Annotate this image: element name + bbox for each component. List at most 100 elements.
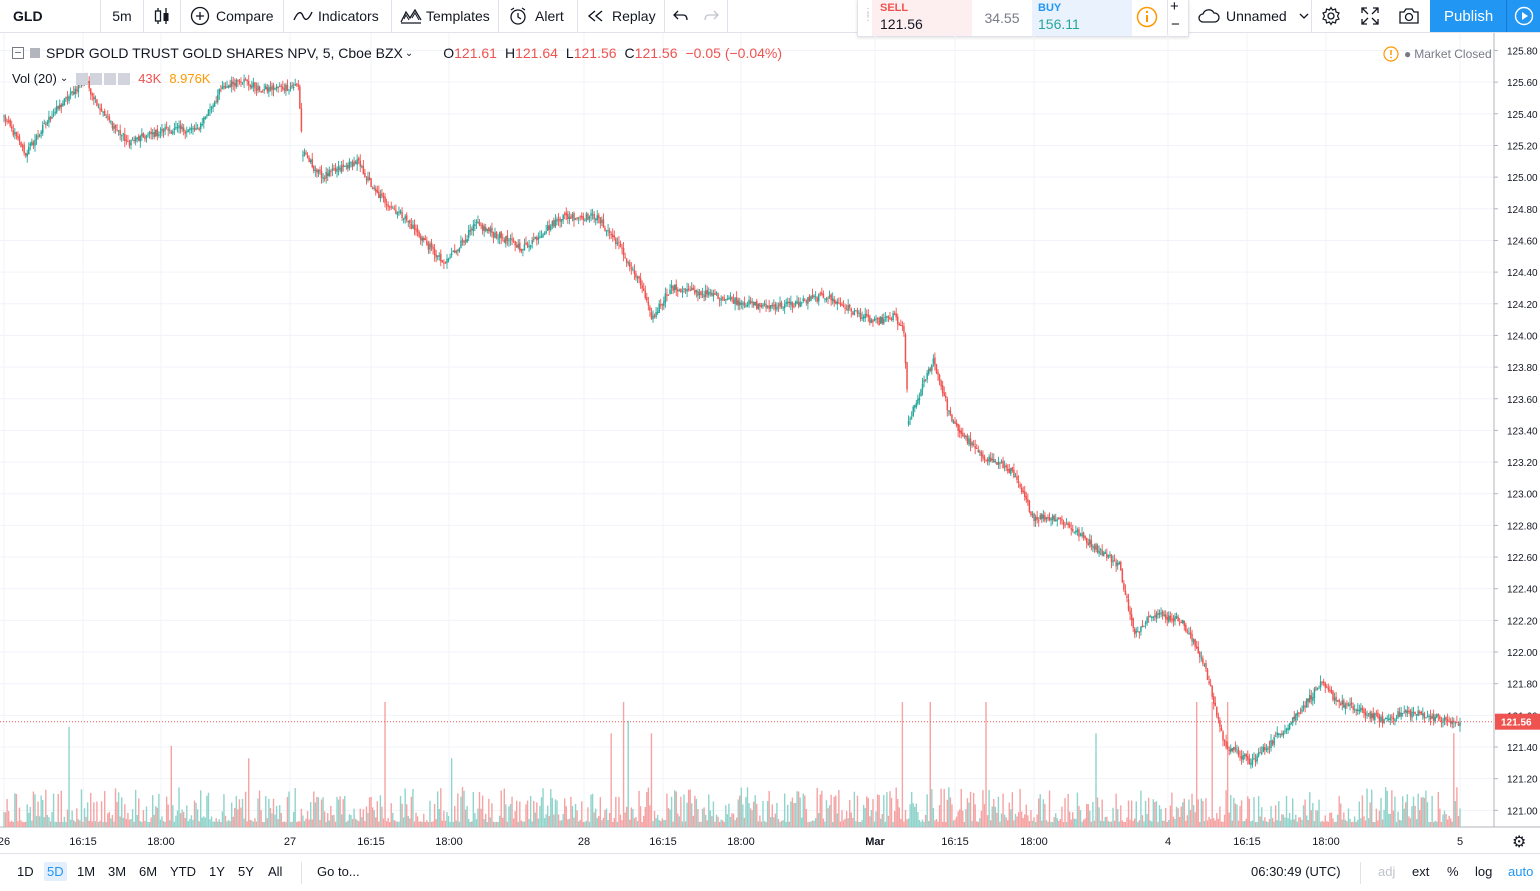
layout-name-button[interactable]: Unnamed xyxy=(1193,0,1315,32)
symbol-logo-icon xyxy=(30,48,40,58)
compare-button[interactable]: Compare xyxy=(181,0,290,32)
volume-bar xyxy=(258,790,261,827)
candle-body xyxy=(618,242,620,244)
volume-bar xyxy=(85,816,87,827)
plus-icon[interactable]: + xyxy=(1170,0,1179,15)
chart-canvas[interactable]: 125.80125.60125.40125.20125.00124.80124.… xyxy=(0,33,1540,853)
volume-bar xyxy=(248,758,250,827)
range-1d[interactable]: 1D xyxy=(17,864,34,879)
log-toggle[interactable]: log xyxy=(1475,864,1493,879)
candle-body xyxy=(1453,720,1455,723)
volume-bar xyxy=(492,821,495,827)
volume-bar xyxy=(571,806,574,827)
undo-button[interactable] xyxy=(665,0,697,32)
candle-body xyxy=(740,302,743,305)
eye-icon[interactable] xyxy=(76,72,89,85)
candle-body xyxy=(38,134,41,137)
candle-body xyxy=(1061,518,1063,521)
volume-label[interactable]: Vol (20) xyxy=(12,71,57,86)
minus-icon[interactable]: − xyxy=(1171,16,1180,33)
candle-body xyxy=(1160,612,1162,614)
settings-button[interactable] xyxy=(1312,0,1350,32)
adj-toggle[interactable]: adj xyxy=(1378,864,1396,879)
clock[interactable]: 06:30:49 (UTC) xyxy=(1251,864,1341,879)
candle-body xyxy=(243,79,245,83)
fullscreen-button[interactable] xyxy=(1350,0,1390,32)
candle-body xyxy=(1446,719,1449,722)
goto-date-button[interactable]: Go to... xyxy=(317,864,360,879)
volume-bar xyxy=(689,789,691,827)
play-circle-icon[interactable] xyxy=(1514,6,1534,26)
close-icon[interactable] xyxy=(118,72,131,85)
candle-body xyxy=(1054,519,1057,522)
range-all[interactable]: All xyxy=(268,864,283,879)
chevron-down-icon[interactable]: ⌄ xyxy=(404,47,414,59)
candle-body xyxy=(1459,721,1461,727)
ext-toggle[interactable]: ext xyxy=(1412,864,1430,879)
redo-button[interactable] xyxy=(697,0,725,32)
symbol-search-button[interactable]: GLD xyxy=(0,0,113,32)
volume-bar xyxy=(467,818,470,827)
candle-body xyxy=(41,125,44,134)
volume-bar xyxy=(1160,809,1162,827)
buy-button[interactable]: BUY 156.11 xyxy=(1032,0,1132,36)
auto-toggle[interactable]: auto xyxy=(1508,864,1534,879)
volume-bar xyxy=(567,819,569,827)
collapse-icon[interactable] xyxy=(12,47,24,59)
candle-body xyxy=(557,219,560,221)
volume-bar xyxy=(577,821,580,827)
candle-body xyxy=(1278,733,1280,735)
candle-body xyxy=(1293,716,1296,720)
time-axis-label: 27 xyxy=(284,836,296,848)
publish-button[interactable]: Publish xyxy=(1430,0,1540,32)
chart-area[interactable]: 125.80 125.60 125.40 125.20 125.00 124.80 124.… xyxy=(0,33,1540,853)
range-1y[interactable]: 1Y xyxy=(209,864,225,879)
alert-button[interactable]: Alert xyxy=(499,0,586,32)
candle-body xyxy=(954,421,956,424)
sell-button[interactable]: SELL 121.56 xyxy=(872,0,972,36)
gear-icon[interactable] xyxy=(90,72,103,85)
volume-bar xyxy=(1103,821,1105,827)
chevron-down-icon[interactable]: ⌄ xyxy=(59,73,69,84)
candle-body xyxy=(1070,528,1072,530)
candle-body xyxy=(51,116,53,119)
range-1m[interactable]: 1M xyxy=(77,864,96,879)
candle-body xyxy=(88,80,90,89)
axis-settings-gear-icon[interactable]: ⚙ xyxy=(1512,832,1526,851)
market-status[interactable]: ● Market Closed xyxy=(1383,46,1492,62)
range-3m[interactable]: 3M xyxy=(108,864,127,879)
candle-body xyxy=(650,312,653,319)
volume-bar xyxy=(681,821,684,827)
volume-bar xyxy=(1423,797,1426,827)
snapshot-button[interactable] xyxy=(1390,0,1428,32)
volume-bar xyxy=(777,819,780,827)
add-icon[interactable] xyxy=(104,72,117,85)
indicators-button[interactable]: Indicators xyxy=(284,0,399,32)
range-ytd[interactable]: YTD xyxy=(170,864,196,879)
candle-body xyxy=(1322,681,1325,684)
percent-toggle[interactable]: % xyxy=(1447,864,1459,879)
volume-bar xyxy=(1175,806,1178,827)
volume-bar xyxy=(31,820,33,827)
range-5y[interactable]: 5Y xyxy=(238,864,254,879)
info-icon[interactable] xyxy=(1136,6,1158,31)
candle-body xyxy=(632,268,634,270)
volume-bar xyxy=(553,814,555,827)
chart-style-button[interactable] xyxy=(144,0,180,32)
candle-body xyxy=(593,213,595,220)
range-6m[interactable]: 6M xyxy=(139,864,158,879)
range-5d[interactable]: 5D xyxy=(44,862,67,881)
volume-bar xyxy=(1231,820,1234,827)
volume-bar xyxy=(457,793,459,827)
volume-bar xyxy=(1013,820,1015,827)
templates-button[interactable]: Templates xyxy=(392,0,506,32)
volume-bar xyxy=(475,819,478,827)
candle-body xyxy=(388,206,391,208)
series-title[interactable]: SPDR GOLD TRUST GOLD SHARES NPV, 5, Cboe… xyxy=(46,45,403,61)
drag-handle[interactable]: ⋮ ⋮ xyxy=(863,7,873,23)
volume-bar xyxy=(59,821,61,827)
replay-button[interactable]: Replay xyxy=(578,0,673,32)
interval-button[interactable]: 5m xyxy=(101,0,143,32)
candle-body xyxy=(133,139,135,142)
candle-body xyxy=(100,108,103,112)
